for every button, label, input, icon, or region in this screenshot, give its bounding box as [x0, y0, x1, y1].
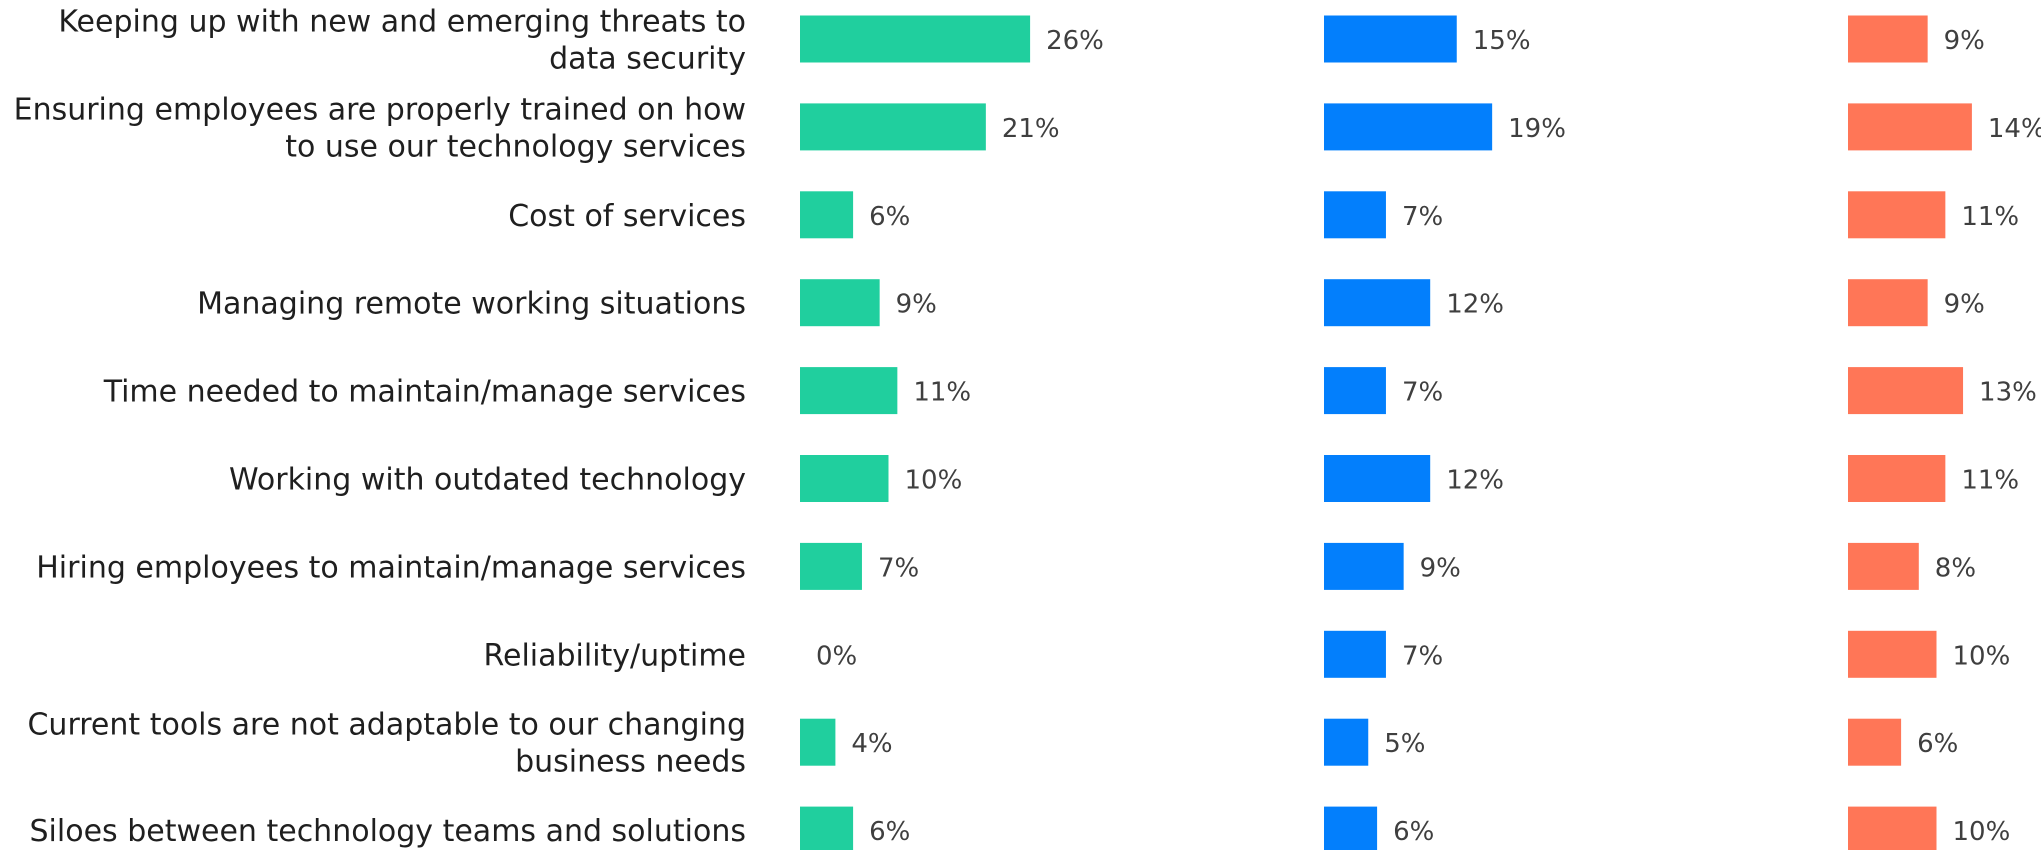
bar-series-3: [1848, 718, 1902, 766]
bar-series-3: [1848, 455, 1946, 502]
bar-series-3: [1848, 367, 1964, 415]
value-label-series-2: 7%: [1402, 378, 1443, 408]
category-label: Reliability/uptime: [483, 638, 746, 673]
category-label: Keeping up with new and emerging threats…: [58, 5, 746, 77]
category-label: Managing remote working situations: [197, 287, 746, 322]
category-label-line: Siloes between technology teams and solu…: [30, 814, 746, 849]
bar-series-2: [1324, 103, 1493, 151]
category-label: Hiring employees to maintain/manage serv…: [36, 550, 746, 585]
bar-series-1: [800, 455, 889, 502]
value-label-series-3: 11%: [1961, 202, 2019, 232]
bar-series-1: [800, 191, 854, 239]
bar-series-1: [800, 806, 854, 850]
bar-series-3: [1848, 103, 1972, 151]
bar-series-2: [1324, 15, 1457, 63]
value-label-series-1: 26%: [1046, 26, 1104, 56]
value-label-series-2: 7%: [1402, 202, 1443, 232]
value-label-series-2: 12%: [1446, 466, 1504, 496]
value-label-series-3: 10%: [1953, 641, 2011, 671]
category-label-line: Cost of services: [508, 199, 746, 234]
value-label-series-2: 9%: [1420, 553, 1461, 583]
bar-series-1: [800, 103, 986, 151]
value-label-series-3: 8%: [1935, 553, 1976, 583]
category-label-line: Current tools are not adaptable to our c…: [27, 708, 746, 743]
bar-series-2: [1324, 806, 1378, 850]
category-label-line: business needs: [515, 745, 746, 780]
bar-series-1: [800, 542, 862, 590]
bar-series-2: [1324, 542, 1404, 590]
value-label-series-1: 6%: [869, 202, 910, 232]
value-label-series-1: 4%: [851, 729, 892, 759]
category-label: Current tools are not adaptable to our c…: [27, 708, 746, 780]
category-label-line: Working with outdated technology: [229, 463, 746, 498]
bar-series-3: [1848, 542, 1919, 590]
category-label-line: data security: [549, 42, 746, 77]
bar-series-2: [1324, 718, 1369, 766]
category-label: Cost of services: [508, 199, 746, 234]
value-label-series-3: 10%: [1953, 817, 2011, 847]
category-label-line: Ensuring employees are properly trained …: [14, 92, 746, 127]
value-label-series-2: 5%: [1384, 729, 1425, 759]
value-label-series-2: 6%: [1393, 817, 1434, 847]
category-label-line: Managing remote working situations: [197, 287, 746, 322]
bar-series-1: [800, 279, 880, 327]
category-label: Siloes between technology teams and solu…: [30, 814, 746, 849]
category-label: Working with outdated technology: [229, 463, 746, 498]
value-label-series-3: 9%: [1944, 290, 1985, 320]
category-label-line: Hiring employees to maintain/manage serv…: [36, 550, 746, 585]
bar-series-3: [1848, 191, 1946, 239]
bar-series-3: [1848, 630, 1937, 678]
value-label-series-1: 21%: [1002, 114, 1060, 144]
value-label-series-1: 0%: [816, 641, 857, 671]
bar-series-3: [1848, 806, 1937, 850]
category-labels: Keeping up with new and emerging threats…: [14, 5, 746, 850]
value-label-series-3: 13%: [1979, 378, 2037, 408]
value-label-series-2: 15%: [1473, 26, 1531, 56]
value-label-series-2: 19%: [1508, 114, 1566, 144]
bar-series-3: [1848, 279, 1928, 327]
category-label-line: Reliability/uptime: [483, 638, 746, 673]
value-label-series-2: 12%: [1446, 290, 1504, 320]
value-label-series-3: 6%: [1917, 729, 1958, 759]
value-label-series-1: 7%: [878, 553, 919, 583]
bar-series-2: [1324, 455, 1431, 502]
bars: [800, 15, 1972, 850]
category-label-line: to use our technology services: [285, 129, 746, 164]
category-label-line: Keeping up with new and emerging threats…: [58, 5, 746, 40]
bar-series-1: [800, 718, 836, 766]
value-label-series-3: 14%: [1988, 114, 2041, 144]
value-label-series-3: 11%: [1961, 466, 2019, 496]
bar-series-2: [1324, 630, 1386, 678]
bar-series-2: [1324, 191, 1386, 239]
value-label-series-2: 7%: [1402, 641, 1443, 671]
value-label-series-3: 9%: [1944, 26, 1985, 56]
value-label-series-1: 11%: [913, 378, 971, 408]
bar-series-3: [1848, 15, 1928, 63]
value-label-series-1: 9%: [896, 290, 937, 320]
bar-series-1: [800, 15, 1031, 63]
bar-series-2: [1324, 279, 1431, 327]
category-label: Ensuring employees are properly trained …: [14, 92, 746, 164]
category-label: Time needed to maintain/manage services: [103, 375, 746, 410]
bar-series-2: [1324, 367, 1386, 415]
value-label-series-1: 6%: [869, 817, 910, 847]
category-label-line: Time needed to maintain/manage services: [103, 375, 746, 410]
value-labels: 26% 15% 9% 21% 19% 14% 6% 7% 11% 9% 12% 9% 11% 7% 13% 1…: [816, 26, 2041, 847]
value-label-series-1: 10%: [905, 466, 963, 496]
bar-series-1: [800, 367, 898, 415]
